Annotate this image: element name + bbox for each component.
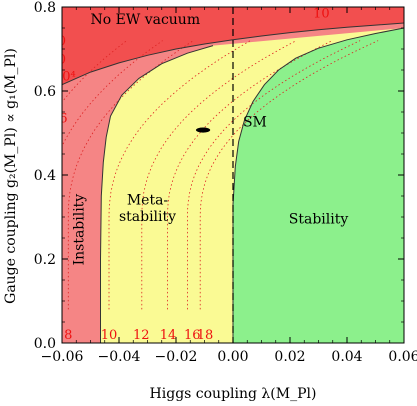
x-tick-label: 0.06: [388, 349, 417, 365]
contour-line-12: [141, 40, 297, 310]
contour-label-8: 8: [64, 328, 72, 343]
region-label-stability: stability: [119, 209, 176, 225]
region-label-sm: SM: [243, 115, 267, 131]
region-labels: No EW vacuum Instability Meta-stability Sta…: [71, 12, 348, 266]
edge-contour-label: 10: [49, 34, 66, 49]
contour-line-16: [187, 40, 361, 310]
axis-ticks: −0.06 −0.04 −0.02 0.00 0.02 0.04 0.06 0.0 0.2 0.4…: [34, 0, 417, 365]
edge-contour-label: 10: [49, 53, 66, 68]
y-axis-label: Gauge coupling g₂(M_Pl) ∝ g₁(M_Pl): [3, 48, 19, 304]
contour-label-14: 14: [160, 328, 177, 343]
contour-line-14: [167, 40, 333, 310]
contour-label-12: 12: [133, 328, 150, 343]
y-tick-label: 0.2: [34, 252, 56, 268]
stability-boundary: [232, 27, 404, 343]
contour-line-18: [199, 40, 379, 310]
contour-label-6: 6: [59, 112, 67, 127]
region-label-no-ew-vacuum: No EW vacuum: [91, 12, 201, 28]
instability-boundary: [100, 45, 214, 343]
contour-line-10: [108, 40, 251, 310]
metastability-region: [100, 28, 404, 343]
stability-region: [233, 28, 404, 343]
contour-label-10: 10: [101, 328, 118, 343]
x-tick-label: −0.04: [98, 349, 141, 365]
x-tick-label: 0.02: [274, 349, 305, 365]
region-label-instability: Instability: [71, 194, 87, 266]
contour-label-16: 16: [184, 328, 201, 343]
y-tick-label: 0.0: [34, 336, 56, 352]
contour-label-10⁴: 10⁴: [54, 70, 76, 85]
y-tick-label: 0.4: [34, 168, 56, 184]
region-label-meta-: Meta-: [127, 192, 169, 208]
sm-point-marker: [195, 127, 211, 133]
y-tick-label: 0.8: [34, 0, 56, 16]
contour-line-8: [67, 40, 194, 310]
region-label-stability: Stability: [289, 211, 349, 227]
x-tick-label: −0.02: [155, 349, 198, 365]
no-ew-vacuum-region: [62, 7, 404, 85]
edge-contour-label: 10: [313, 7, 330, 22]
x-tick-label: 0.00: [217, 349, 248, 365]
x-axis-label: Higgs coupling λ(M_Pl): [150, 386, 317, 402]
no-ew-vacuum-boundary: [62, 22, 404, 86]
x-tick-label: −0.06: [41, 349, 84, 365]
contour-lines: [62, 40, 379, 310]
contour-label-18: 18: [197, 328, 214, 343]
x-tick-label: 0.04: [331, 349, 362, 365]
y-tick-label: 0.6: [34, 84, 56, 100]
